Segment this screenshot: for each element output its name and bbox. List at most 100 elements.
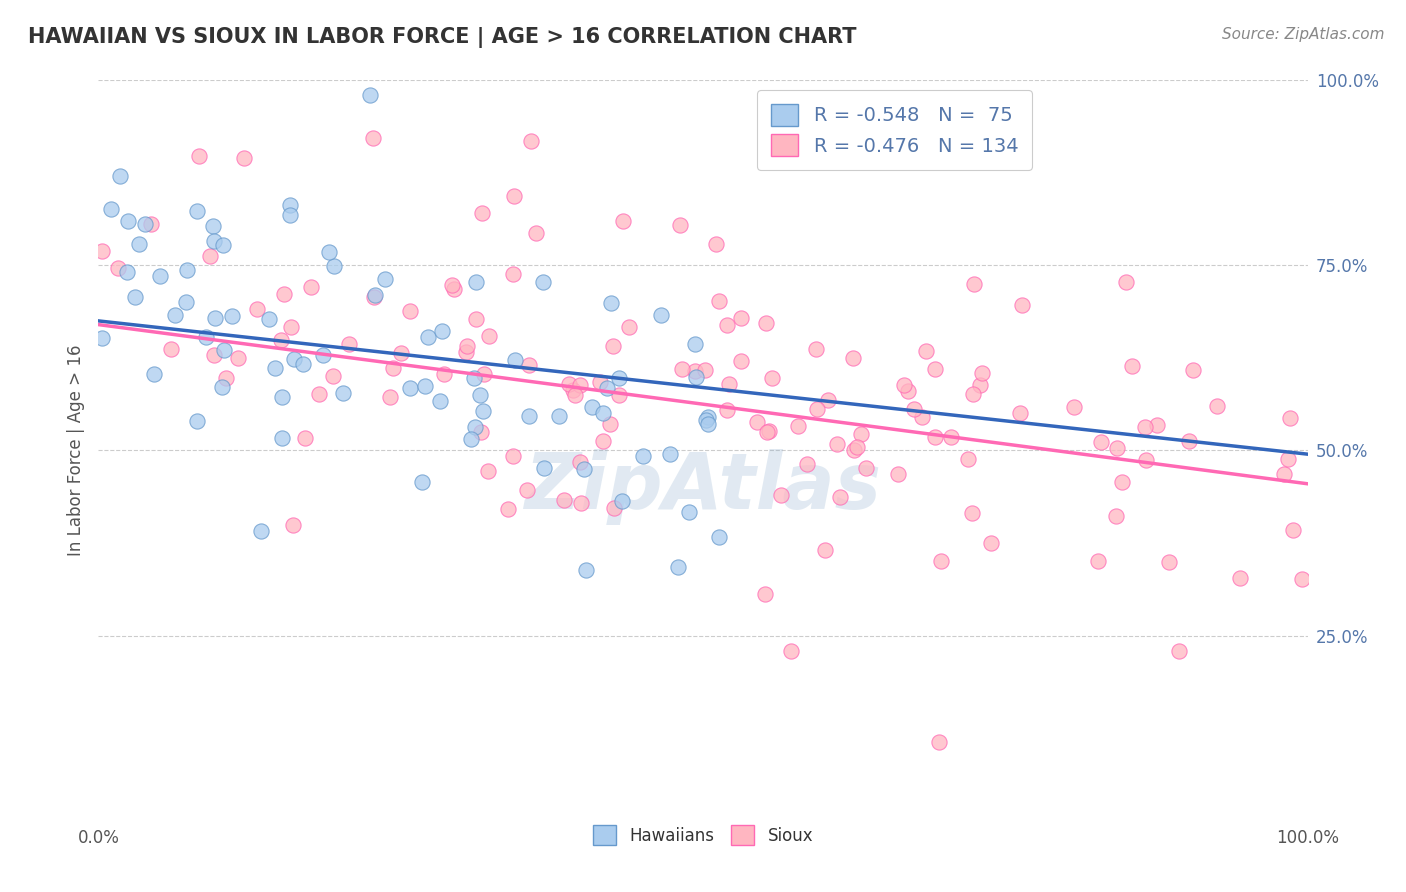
Point [264, 360, 287, 375]
Point [718, 376, 741, 391]
Point [283, 351, 305, 366]
Point [472, 368, 495, 382]
Point [572, 462, 595, 476]
Point [592, 434, 614, 448]
Point [685, 370, 707, 384]
Text: ZipAtlas: ZipAtlas [524, 450, 882, 525]
Point [531, 275, 554, 289]
Point [519, 134, 541, 148]
Point [503, 352, 526, 367]
Point [465, 275, 488, 289]
Point [685, 363, 707, 377]
Point [159, 342, 181, 356]
Text: Source: ZipAtlas.com: Source: ZipAtlas.com [1222, 27, 1385, 42]
Point [617, 319, 640, 334]
Point [257, 312, 280, 326]
Point [716, 402, 738, 417]
Point [928, 735, 950, 749]
Point [980, 536, 1002, 550]
Point [472, 404, 495, 418]
Point [364, 288, 387, 302]
Point [149, 268, 172, 283]
Point [1291, 572, 1313, 586]
Point [609, 371, 631, 385]
Point [609, 388, 631, 402]
Point [270, 333, 292, 347]
Point [165, 308, 187, 322]
Point [198, 249, 221, 263]
Point [128, 236, 150, 251]
Point [443, 282, 465, 296]
Point [250, 524, 273, 539]
Point [825, 436, 848, 450]
Point [139, 217, 162, 231]
Point [322, 259, 344, 273]
Point [226, 351, 249, 365]
Point [553, 493, 575, 508]
Point [602, 339, 624, 353]
Point [960, 506, 983, 520]
Point [1063, 401, 1085, 415]
Point [758, 424, 780, 438]
Point [561, 383, 583, 397]
Point [143, 368, 166, 382]
Point [212, 343, 235, 358]
Point [557, 377, 579, 392]
Point [363, 290, 385, 304]
Point [730, 354, 752, 368]
Point [322, 368, 344, 383]
Point [202, 348, 225, 362]
Point [707, 529, 730, 543]
Point [1105, 441, 1128, 455]
Point [382, 360, 405, 375]
Point [246, 301, 269, 316]
Point [924, 430, 946, 444]
Point [1087, 554, 1109, 568]
Point [897, 384, 920, 399]
Point [842, 443, 865, 458]
Point [1157, 555, 1180, 569]
Point [312, 349, 335, 363]
Point [1146, 417, 1168, 432]
Point [465, 312, 488, 326]
Point [477, 465, 499, 479]
Point [1135, 419, 1157, 434]
Text: HAWAIIAN VS SIOUX IN LABOR FORCE | AGE > 16 CORRELATION CHART: HAWAIIAN VS SIOUX IN LABOR FORCE | AGE >… [28, 27, 856, 48]
Point [769, 487, 792, 501]
Point [730, 311, 752, 326]
Point [1277, 452, 1299, 467]
Y-axis label: In Labor Force | Age > 16: In Labor Force | Age > 16 [66, 344, 84, 557]
Point [1282, 523, 1305, 537]
Point [564, 388, 586, 402]
Point [456, 339, 478, 353]
Point [516, 483, 538, 497]
Point [669, 218, 692, 232]
Point [280, 320, 302, 334]
Point [575, 563, 598, 577]
Point [398, 304, 420, 318]
Point [188, 149, 211, 163]
Point [755, 316, 778, 330]
Point [294, 431, 316, 445]
Point [842, 351, 865, 365]
Point [903, 401, 925, 416]
Point [1272, 467, 1295, 482]
Point [176, 262, 198, 277]
Point [215, 371, 238, 385]
Point [456, 345, 478, 359]
Point [612, 214, 634, 228]
Point [464, 419, 486, 434]
Point [695, 363, 717, 377]
Point [568, 377, 591, 392]
Point [359, 88, 381, 103]
Point [1279, 411, 1302, 425]
Point [318, 245, 340, 260]
Point [524, 227, 547, 241]
Point [596, 381, 619, 395]
Point [517, 358, 540, 372]
Point [1111, 475, 1133, 489]
Point [332, 386, 354, 401]
Point [779, 644, 801, 658]
Point [804, 342, 827, 356]
Point [278, 198, 301, 212]
